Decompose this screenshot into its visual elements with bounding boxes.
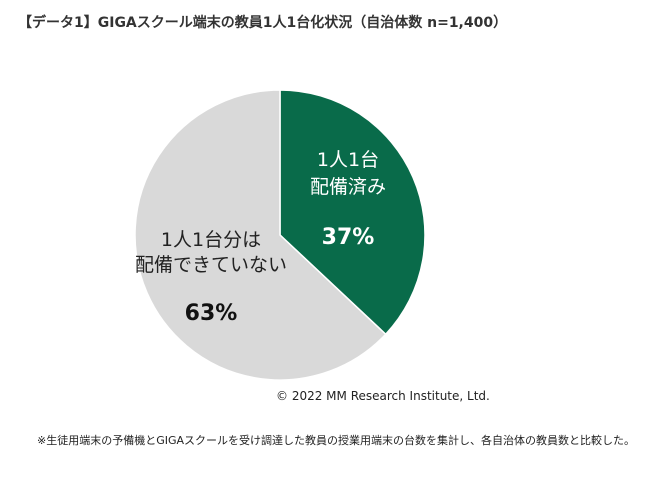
footnote: ※生徒用端末の予備機とGIGAスクールを受け調達した教員の授業用端末の台数を集計… [37, 434, 636, 447]
slice-label-1-line-1: 1人1台 [317, 149, 379, 171]
slice-value-1: 37% [322, 225, 375, 250]
slice-label-2-line-2: 配備できていない [135, 254, 287, 276]
slice-label-1-line-2: 配備済み [310, 176, 386, 198]
slice-value-2: 63% [185, 301, 238, 326]
pie-slice-1 [279, 89, 426, 336]
pie-slice-2 [134, 89, 387, 381]
slice-label-2-line-1: 1人1台分は [161, 229, 261, 251]
copyright-text: © 2022 MM Research Institute, Ltd. [276, 389, 490, 403]
chart-title: 【データ1】GIGAスクール端末の教員1人1台化状況（自治体数 n=1,400） [18, 15, 508, 31]
